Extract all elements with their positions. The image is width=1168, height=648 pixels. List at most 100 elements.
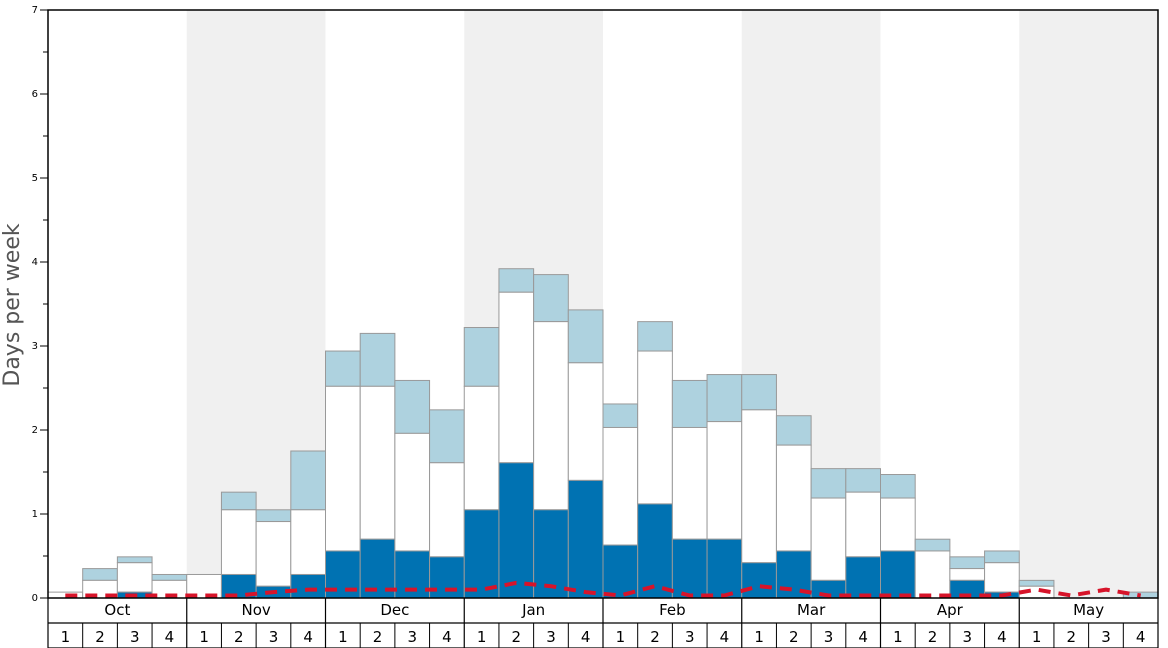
bar-dark [498,462,535,599]
week-label: 2 [512,628,522,646]
y-axis: 0 1 2 3 4 5 6 7 [32,5,48,604]
month-label: Mar [797,601,826,619]
bar-white [914,550,951,599]
month-label: Nov [241,601,270,619]
week-label: 2 [650,628,660,646]
bar-light [914,538,951,552]
bar-light [325,350,361,387]
y-tick-label: 7 [32,5,38,16]
week-label: 3 [130,628,140,646]
week-label: 4 [442,628,452,646]
bar-light [775,415,812,446]
bar-light [810,468,847,499]
week-label: 4 [581,628,591,646]
bar-white [949,568,986,581]
week-label: 4 [858,628,868,646]
y-tick-label: 5 [32,173,38,184]
bar-white [637,350,673,505]
bar-white [567,362,604,481]
week-label: 3 [407,628,417,646]
bar-white [290,509,326,575]
bar-light [463,327,500,387]
week-label: 2 [928,628,938,646]
week-label: 4 [1136,628,1146,646]
week-label: 2 [789,628,799,646]
bar-dark [706,538,743,599]
bar-dark [429,556,465,599]
bar-light [671,379,708,428]
y-tick-label: 6 [32,89,38,100]
bar-dark [741,562,777,599]
bar-light [949,556,986,570]
y-tick-label: 3 [32,341,38,352]
week-label: 4 [165,628,175,646]
week-label: 4 [997,628,1007,646]
bar-white [706,421,743,540]
bar-light [567,309,604,364]
y-tick-label: 4 [32,257,38,268]
y-tick-label: 1 [32,509,38,520]
week-label: 1 [61,628,71,646]
bar-white [325,385,361,552]
x-axis: Oct 1 2 3 4 Nov 1 2 3 4 Dec 1 2 3 4 Jan 1 2 3 4 Feb 1 2 3 4 Mar 1 2… [47,598,1159,648]
bar-light [1018,579,1055,587]
bar-light [82,568,118,581]
bar-light [394,379,431,434]
bar-light [637,321,673,352]
week-label: 2 [1067,628,1077,646]
week-label: 1 [477,628,487,646]
bar-dark [290,573,326,599]
week-label: 2 [95,628,105,646]
bar-white [359,385,396,540]
week-label: 4 [303,628,313,646]
trend-line [65,580,1142,598]
y-tick-label: 2 [32,425,38,436]
bar-dark [602,544,639,599]
bar-white [602,426,639,546]
week-label: 1 [754,628,764,646]
bar-light [220,491,257,511]
week-label: 1 [199,628,209,646]
week-label: 3 [962,628,972,646]
y-axis-title: Days per week [0,223,25,386]
month-label: Jan [521,601,545,619]
bar-light [151,573,188,581]
bar-light [984,550,1020,564]
bar-light [498,268,535,293]
bar-dark [567,479,604,599]
bar-light [741,374,777,411]
bar-light [602,403,639,428]
bar-dark [845,556,881,599]
bar-white [671,426,708,540]
month-label: May [1073,601,1104,619]
week-label: 2 [373,628,383,646]
week-label: 1 [893,628,903,646]
bar-white [741,409,777,564]
bar-white [463,385,500,511]
bar-dark [533,509,569,599]
bar-light [255,509,292,523]
month-label: Apr [937,601,964,619]
month-label: Feb [659,601,686,619]
bar-white [220,509,257,575]
week-label: 1 [616,628,626,646]
bar-light [429,409,465,464]
bar-dark [463,509,500,599]
bar-white [498,291,535,464]
week-label: 4 [720,628,730,646]
week-label: 3 [269,628,279,646]
bars [47,268,1159,599]
bar-dark [880,550,916,599]
trend-dashed-line [65,580,1142,598]
bar-light [706,374,743,423]
bar-white [533,321,569,511]
bar-light [116,556,153,564]
bar-light [290,450,326,511]
bar-white [255,521,292,587]
week-label: 3 [824,628,834,646]
bar-white [810,497,847,581]
week-label: 1 [1032,628,1042,646]
bar-white [116,562,153,593]
bar-light [845,468,881,493]
